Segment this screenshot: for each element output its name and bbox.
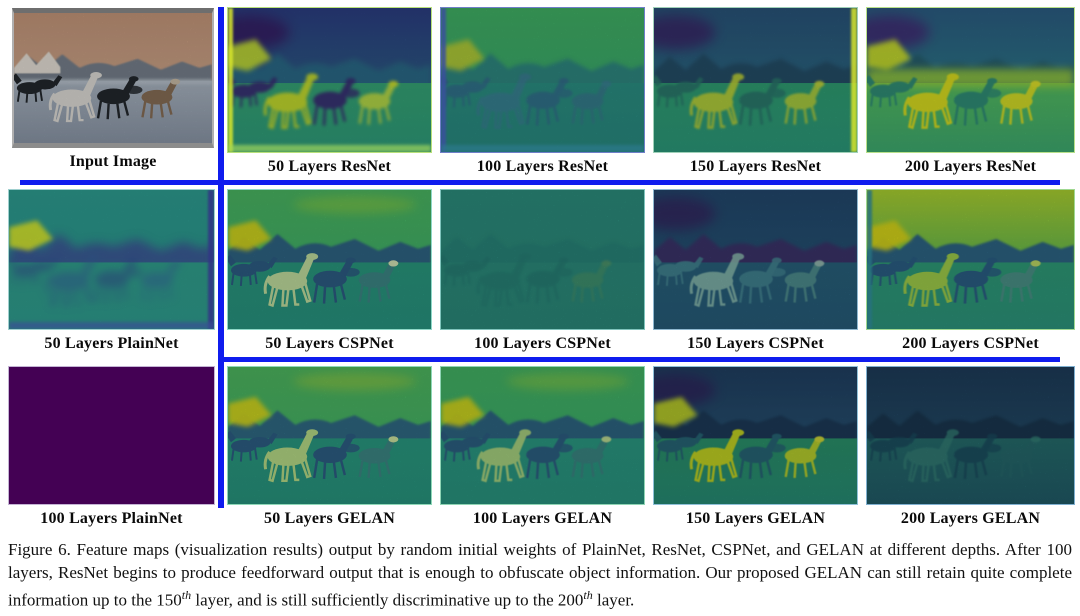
panel-label-150-layers-resnet: 150 Layers ResNet — [689, 158, 822, 175]
panel-label-200-layers-gelan: 200 Layers GELAN — [900, 510, 1041, 527]
panel-50-layers-cspnet: 50 Layers CSPNet — [227, 189, 432, 353]
vertical-divider — [218, 7, 224, 508]
panel-input-image: Input Image — [12, 8, 214, 171]
panel-200-layers-resnet: 200 Layers ResNet — [866, 7, 1075, 176]
feature-map-100-layers-resnet — [440, 7, 645, 153]
panel-100-layers-resnet: 100 Layers ResNet — [440, 7, 645, 176]
panel-label-50-layers-plainnet: 50 Layers PlainNet — [44, 335, 179, 352]
panel-label-input-image: Input Image — [69, 153, 157, 170]
caption-text-2: layer, and is still sufficiently discrim… — [191, 590, 584, 610]
feature-map-50-layers-cspnet — [227, 189, 432, 330]
panel-label-150-layers-cspnet: 150 Layers CSPNet — [687, 335, 824, 352]
caption-text-1: Feature maps (visualization results) out… — [8, 540, 1072, 610]
panel-label-50-layers-gelan: 50 Layers GELAN — [264, 510, 395, 527]
feature-map-100-layers-gelan — [440, 366, 645, 505]
caption-text-3: layer. — [592, 590, 635, 610]
panel-label-200-layers-resnet: 200 Layers ResNet — [904, 158, 1037, 175]
caption-superscript-2: th — [583, 588, 593, 602]
panel-100-layers-cspnet: 100 Layers CSPNet — [440, 189, 645, 353]
panel-150-layers-cspnet: 150 Layers CSPNet — [653, 189, 858, 353]
panel-50-layers-gelan: 50 Layers GELAN — [227, 366, 432, 528]
feature-map-200-layers-resnet — [866, 7, 1075, 153]
panel-label-100-layers-resnet: 100 Layers ResNet — [476, 158, 609, 175]
caption-superscript-1: th — [181, 588, 192, 602]
feature-map-150-layers-resnet — [653, 7, 858, 153]
panel-label-100-layers-cspnet: 100 Layers CSPNet — [474, 335, 611, 352]
panel-label-100-layers-gelan: 100 Layers GELAN — [472, 510, 613, 527]
feature-map-150-layers-gelan — [653, 366, 858, 505]
feature-map-200-layers-cspnet — [866, 189, 1075, 330]
panel-200-layers-cspnet: 200 Layers CSPNet — [866, 189, 1075, 353]
feature-map-50-layers-gelan — [227, 366, 432, 505]
panel-50-layers-plainnet: 50 Layers PlainNet — [8, 189, 215, 353]
figure-caption: Figure 6. Feature maps (visualization re… — [8, 538, 1072, 612]
feature-map-50-layers-plainnet — [8, 189, 215, 330]
panel-label-50-layers-cspnet: 50 Layers CSPNet — [265, 335, 394, 352]
horizontal-divider-row1 — [20, 180, 1060, 185]
feature-map-200-layers-gelan — [866, 366, 1075, 505]
feature-map-100-layers-plainnet — [8, 366, 215, 505]
panel-50-layers-resnet: 50 Layers ResNet — [227, 7, 432, 176]
input-image — [12, 8, 214, 148]
feature-map-150-layers-cspnet — [653, 189, 858, 330]
feature-map-100-layers-cspnet — [440, 189, 645, 330]
panel-label-50-layers-resnet: 50 Layers ResNet — [267, 158, 392, 175]
panel-150-layers-gelan: 150 Layers GELAN — [653, 366, 858, 528]
panel-150-layers-resnet: 150 Layers ResNet — [653, 7, 858, 176]
panel-label-150-layers-gelan: 150 Layers GELAN — [685, 510, 826, 527]
panel-100-layers-plainnet: 100 Layers PlainNet — [8, 366, 215, 528]
panel-label-100-layers-plainnet: 100 Layers PlainNet — [40, 510, 183, 527]
panel-200-layers-gelan: 200 Layers GELAN — [866, 366, 1075, 528]
feature-map-50-layers-resnet — [227, 7, 432, 153]
panel-100-layers-gelan: 100 Layers GELAN — [440, 366, 645, 528]
panel-label-200-layers-cspnet: 200 Layers CSPNet — [902, 335, 1039, 352]
caption-figure-number: Figure 6. — [8, 540, 71, 559]
horizontal-divider-row2 — [222, 357, 1060, 362]
